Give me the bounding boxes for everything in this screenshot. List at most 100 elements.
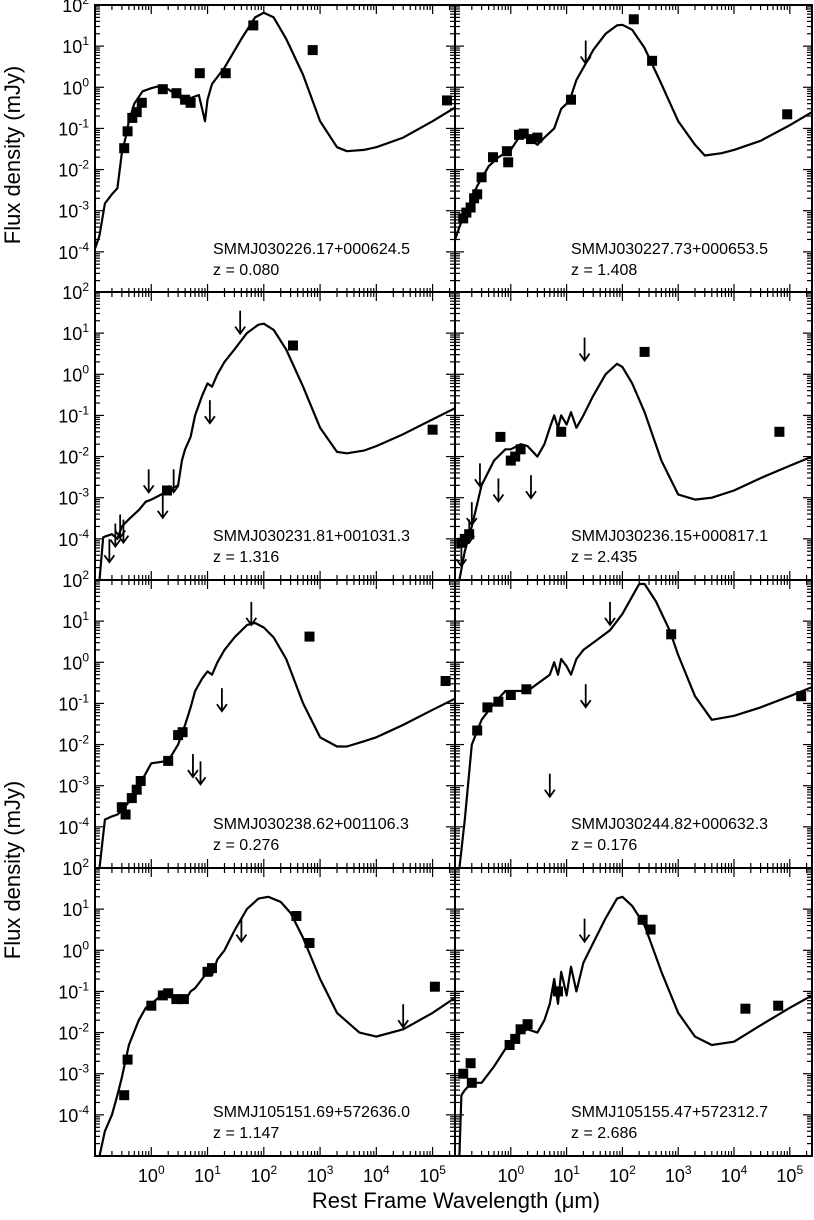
- detection-point: [501, 146, 512, 157]
- sed-panel: SMMJ105151.69+572636.0 z = 1.147: [95, 868, 455, 1156]
- sed-panel: SMMJ030231.81+001031.3 z = 1.316: [95, 292, 455, 580]
- object-redshift: z = 1.316: [213, 549, 279, 566]
- object-redshift: z = 0.176: [571, 837, 637, 854]
- upper-limit-arrow: [463, 519, 475, 545]
- model-sed-curve: [458, 362, 812, 580]
- y-tick-label: 10-4: [58, 1103, 89, 1126]
- object-name: SMMJ030238.62+001106.3: [213, 816, 409, 833]
- y-tick-label: 10-4: [58, 527, 89, 550]
- detection-point: [510, 1033, 521, 1044]
- y-tick-label: 100: [62, 938, 89, 961]
- detection-point: [526, 134, 536, 145]
- detection-point: [522, 1019, 533, 1030]
- x-tick-label: 102: [250, 1163, 277, 1186]
- sed-panel: SMMJ030238.62+001106.3 z = 0.276: [95, 580, 455, 868]
- detection-point: [515, 1024, 526, 1035]
- upper-limit-arrow: [544, 773, 556, 799]
- detection-point: [553, 986, 563, 997]
- x-tick-label: 100: [497, 1163, 524, 1186]
- detection-point: [157, 84, 168, 95]
- y-tick-label: 102: [62, 280, 89, 303]
- detection-point: [740, 1003, 751, 1014]
- detection-point: [510, 451, 521, 462]
- upper-limit-arrow: [216, 688, 228, 713]
- detection-point: [119, 1090, 130, 1101]
- upper-limit-arrow: [234, 310, 246, 336]
- object-name: SMMJ030244.82+000632.3: [571, 816, 768, 833]
- detection-point: [194, 68, 205, 79]
- detection-point: [458, 1068, 469, 1079]
- upper-limit-arrow: [579, 40, 592, 66]
- detection-point: [427, 424, 438, 435]
- tick-labels: 10-4 10-3 10-2 10-1 100 101 102 10-4 10-3 10-2 10-…: [58, 0, 803, 1186]
- x-axis-title: Rest Frame Wavelength (μm): [312, 1188, 600, 1213]
- y-tick-label: 10-1: [58, 691, 89, 714]
- detection-point: [136, 97, 147, 108]
- detection-point: [122, 1054, 133, 1065]
- upper-limit-arrow: [525, 475, 537, 500]
- detection-point: [461, 207, 472, 218]
- detection-point: [515, 444, 526, 455]
- detection-point: [465, 202, 476, 213]
- object-redshift: z = 0.276: [213, 837, 279, 854]
- upper-limit-arrow: [474, 463, 486, 488]
- y-tick-label: 10-2: [58, 445, 89, 468]
- x-tick-label: 104: [721, 1163, 748, 1186]
- y-tick-label: 102: [62, 0, 89, 16]
- sed-panel: SMMJ030244.82+000632.3 z = 0.176: [455, 580, 812, 868]
- upper-limit-arrow: [109, 523, 122, 549]
- detection-point: [171, 88, 182, 99]
- detection-point: [146, 1000, 157, 1011]
- upper-limit-arrow: [455, 543, 468, 568]
- detection-point: [639, 346, 650, 357]
- model-sed-curve: [455, 23, 812, 240]
- y-tick-label: 10-1: [58, 116, 89, 139]
- sed-panel: SMMJ105155.47+572312.7 z = 2.686: [455, 868, 812, 1156]
- y-tick-label: 10-1: [58, 403, 89, 426]
- detection-point: [307, 45, 318, 56]
- detection-point: [119, 143, 130, 154]
- upper-limit-arrow: [579, 684, 592, 709]
- detection-point: [180, 94, 191, 105]
- x-tick-label: 105: [776, 1163, 803, 1186]
- upper-limit-arrow: [187, 754, 199, 779]
- upper-limit-arrow: [142, 469, 155, 494]
- detection-point: [532, 132, 543, 143]
- detection-point: [505, 690, 516, 700]
- y-axis-title-bottom: Flux density (mJy): [0, 781, 25, 959]
- sed-panel: SMMJ030227.73+000653.5 z = 1.408: [455, 5, 812, 293]
- object-name: SMMJ105155.47+572312.7: [571, 1104, 768, 1121]
- detection-point: [458, 213, 469, 224]
- detection-point: [157, 990, 168, 1001]
- detection-point: [482, 702, 493, 713]
- detection-point: [637, 914, 648, 925]
- upper-limit-arrow: [167, 469, 180, 494]
- object-redshift: z = 2.686: [571, 1125, 637, 1142]
- detection-point: [796, 691, 807, 702]
- y-tick-label: 10-2: [58, 733, 89, 756]
- detection-point: [647, 55, 658, 66]
- object-redshift: z = 2.435: [571, 549, 637, 566]
- detection-point: [220, 68, 231, 79]
- detection-point: [472, 725, 483, 736]
- detection-point: [472, 189, 483, 200]
- object-name: SMMJ105151.69+572636.0: [213, 1104, 410, 1121]
- x-tick-label: 101: [194, 1163, 221, 1186]
- detection-point: [466, 1077, 477, 1088]
- detection-point: [288, 340, 298, 351]
- upper-limit-arrow: [117, 519, 130, 545]
- upper-limit-arrow: [604, 601, 616, 627]
- y-tick-label: 10-3: [58, 486, 89, 509]
- detection-point: [304, 938, 315, 948]
- y-axis-title-top: Flux density (mJy): [0, 66, 25, 244]
- x-tick-label: 101: [553, 1163, 580, 1186]
- detection-point: [465, 1058, 476, 1069]
- object-redshift: z = 0.080: [213, 262, 279, 279]
- detection-point: [207, 963, 217, 974]
- y-tick-label: 101: [62, 609, 89, 632]
- upper-limit-arrow: [204, 400, 216, 425]
- detection-point: [476, 172, 487, 183]
- sed-panel: SMMJ030236.15+000817.1 z = 2.435: [455, 292, 812, 580]
- y-tick-label: 10-1: [58, 979, 89, 1002]
